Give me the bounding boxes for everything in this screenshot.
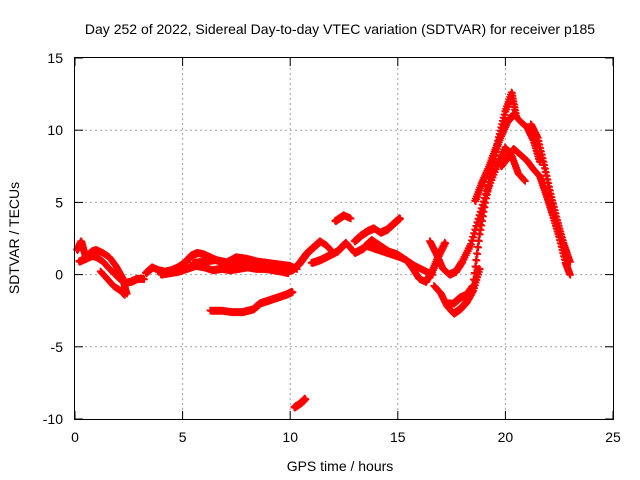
series-track-8	[281, 237, 338, 276]
x-tick-label: 15	[390, 429, 406, 445]
data-point	[469, 282, 477, 290]
data-point	[471, 269, 479, 277]
data-point	[120, 291, 128, 299]
data-point	[473, 250, 481, 258]
data-point	[470, 276, 478, 284]
y-axis-label: SDTVAR / TECUs	[6, 182, 22, 294]
chart-title: Day 252 of 2022, Sidereal Day-to-day VTE…	[85, 21, 595, 37]
x-tick-label: 20	[498, 429, 514, 445]
data-point	[441, 239, 449, 247]
data-point	[346, 214, 354, 222]
series-track-6	[189, 253, 301, 273]
plot-frame	[74, 57, 614, 420]
x-tick-label: 10	[282, 429, 298, 445]
x-tick-label: 5	[179, 429, 187, 445]
data-point	[474, 243, 482, 251]
data-point	[301, 395, 309, 403]
data-point	[472, 256, 480, 264]
data-point	[140, 275, 148, 283]
y-tick-label: -10	[43, 411, 63, 427]
data-point	[288, 288, 296, 296]
axis-ticks	[74, 57, 614, 420]
series-track-13	[361, 238, 450, 286]
y-tick-label: 15	[47, 50, 63, 66]
data-point	[475, 237, 483, 245]
series-track-11	[331, 211, 355, 226]
series-track-2	[75, 251, 148, 288]
x-axis-label: GPS time / hours	[287, 458, 394, 474]
y-tick-label: 10	[47, 122, 63, 138]
data-point	[396, 214, 404, 222]
x-tick-label: 25	[605, 429, 621, 445]
series-track-7	[206, 287, 297, 317]
series-track-1	[73, 237, 131, 298]
x-tick-label: 0	[71, 429, 79, 445]
data-point	[472, 263, 480, 271]
y-tick-label: -5	[51, 339, 64, 355]
series-track-19	[527, 120, 574, 266]
y-tick-labels: -10 -5 0 5 10 15	[43, 50, 63, 427]
series-track-17	[471, 110, 544, 205]
series-track-9	[290, 394, 310, 412]
series-track-18	[497, 144, 574, 279]
data-point	[566, 271, 574, 279]
series-track-12	[350, 214, 404, 246]
y-tick-label: 5	[55, 194, 63, 210]
data-point	[566, 258, 574, 266]
y-tick-label: 0	[55, 267, 63, 283]
grid-lines	[75, 58, 613, 419]
x-tick-labels: 0 5 10 15 20 25	[71, 429, 621, 445]
series-track-3	[96, 267, 129, 299]
data-points	[73, 88, 574, 412]
data-point	[521, 177, 529, 185]
data-point	[476, 265, 484, 273]
